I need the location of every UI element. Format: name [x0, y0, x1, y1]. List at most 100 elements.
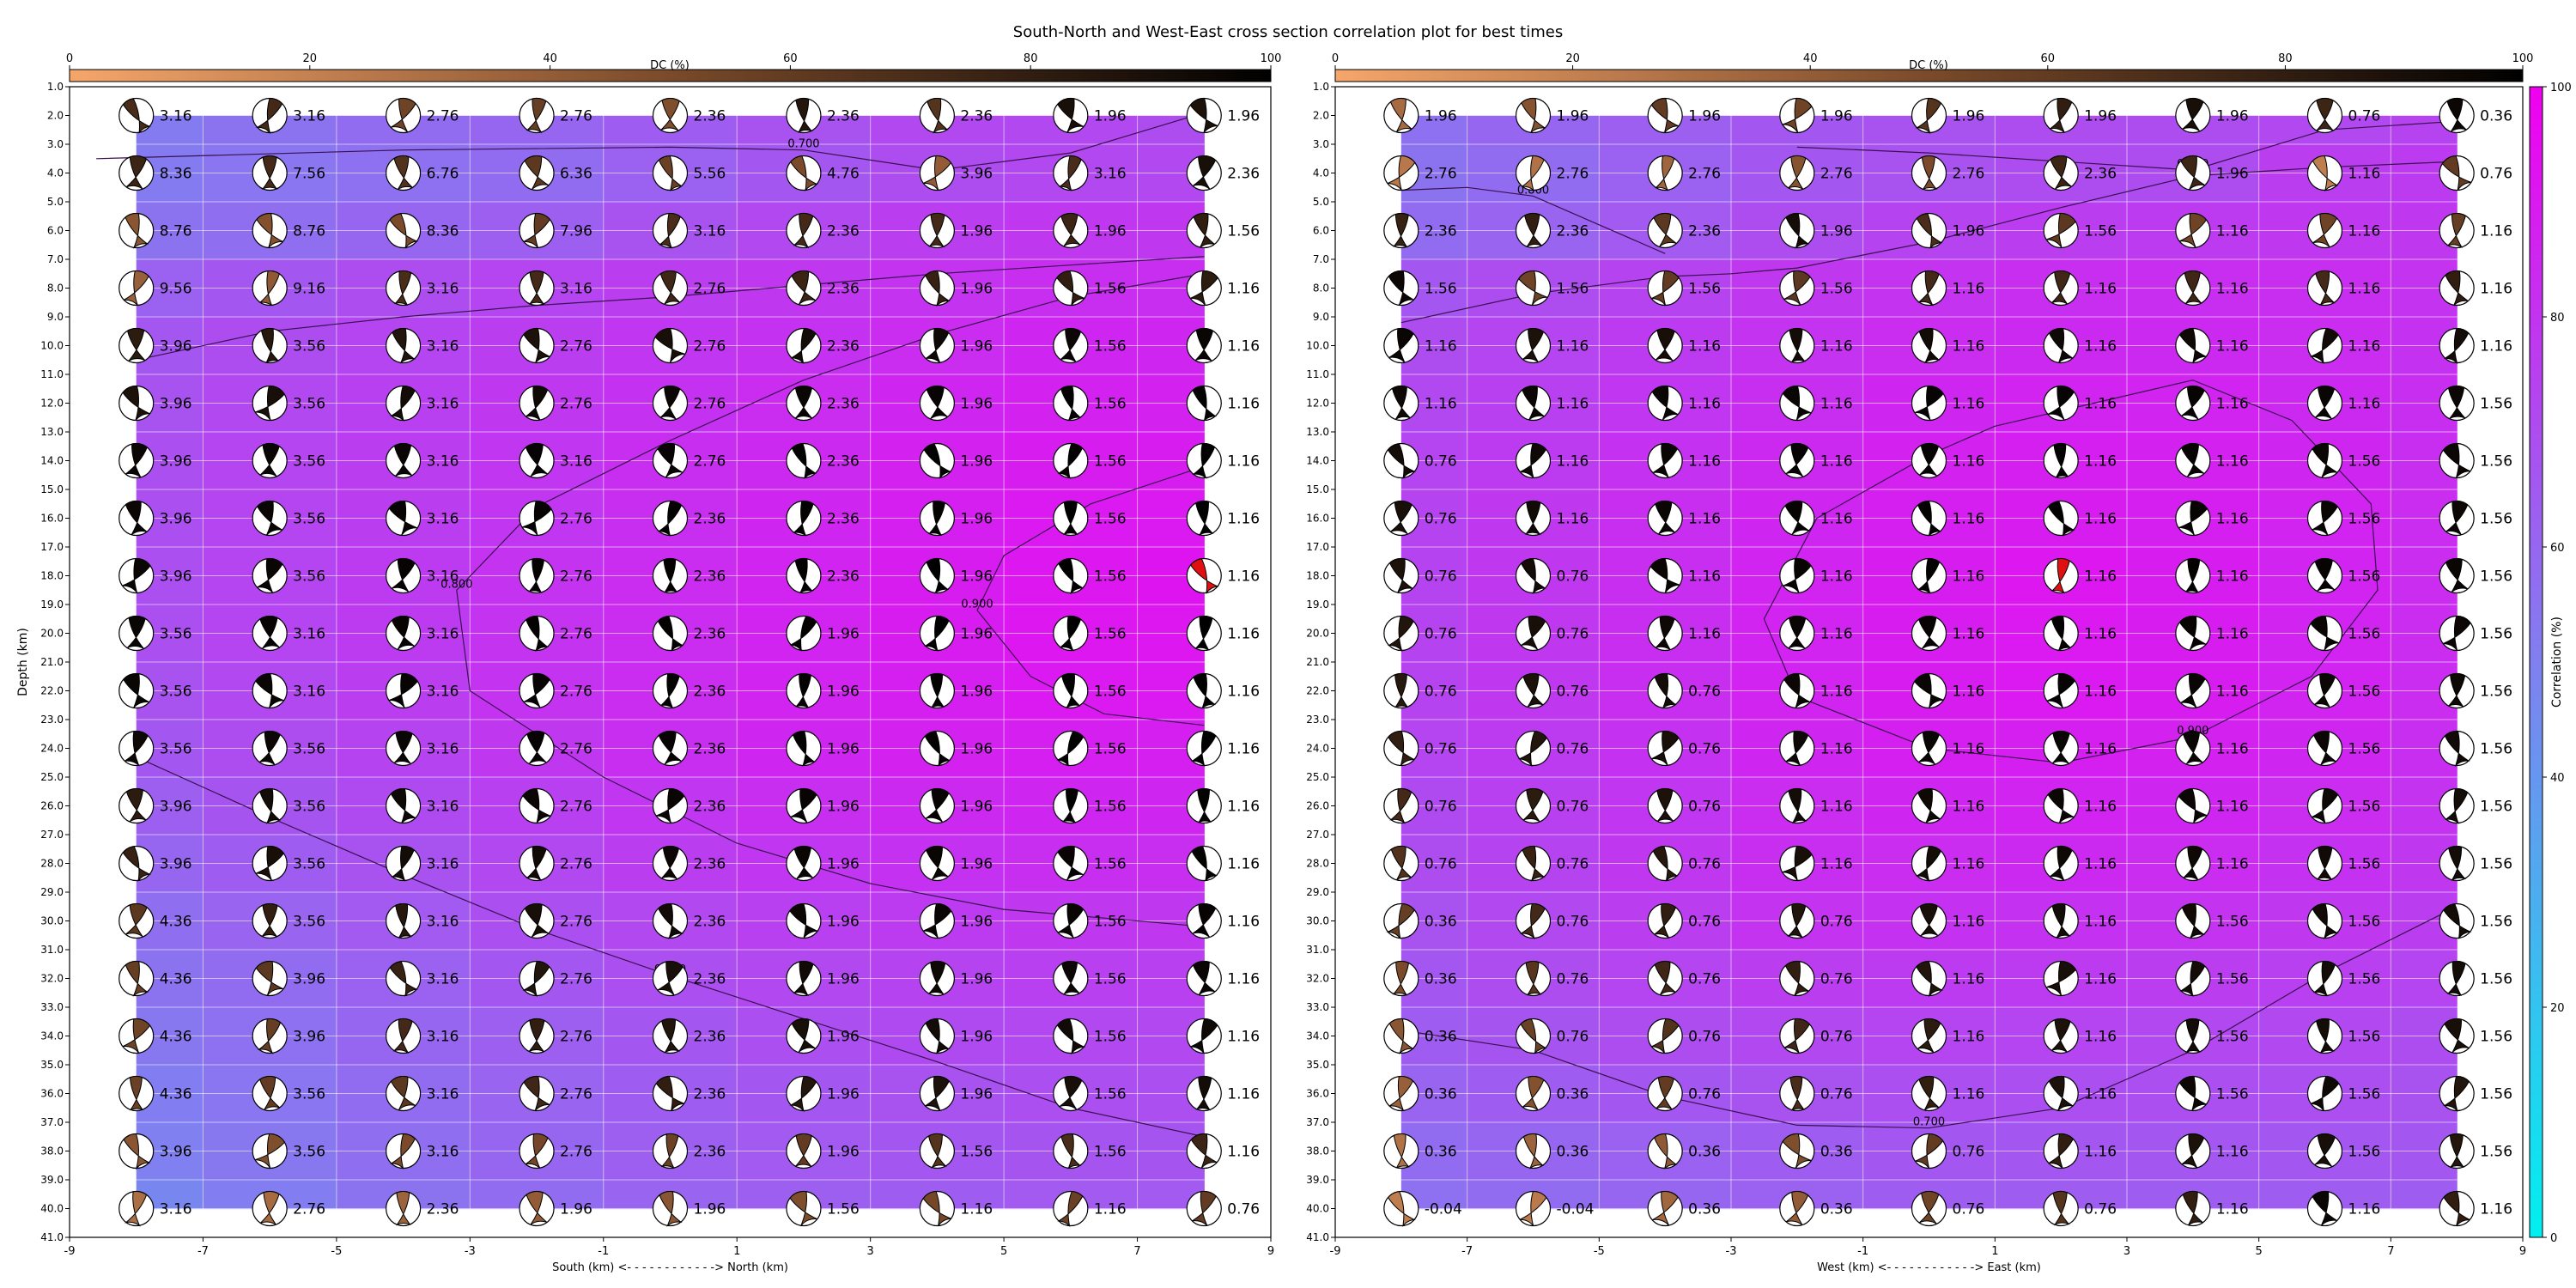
beachball: 1.16 — [1911, 557, 1984, 594]
beachball: 3.16 — [1053, 155, 1127, 191]
beachball: 2.76 — [1515, 155, 1589, 191]
beachball-lobe — [254, 1133, 286, 1169]
beachball: 2.36 — [652, 1018, 726, 1054]
time-label: 2.36 — [427, 1201, 459, 1218]
x-tick-label: 3 — [867, 1245, 874, 1258]
time-label: 2.76 — [560, 856, 592, 873]
panel-south-north: 0.7000.7000.7000.8000.9003.163.162.762.7… — [16, 81, 1274, 1274]
beachball-lobe — [2178, 327, 2207, 363]
time-label: 3.16 — [560, 281, 592, 298]
beachball-lobe — [1058, 155, 1082, 191]
time-label: 1.16 — [2216, 683, 2249, 701]
beachball: 6.36 — [519, 155, 592, 191]
beachball-lobe — [1387, 1191, 1416, 1228]
panel-west-east: 0.7000.7000.8000.8000.9001.961.961.961.9… — [1306, 81, 2526, 1274]
beachball-lobe — [1654, 672, 1677, 709]
beachball: 1.96 — [919, 672, 993, 709]
beachball: 2.36 — [652, 902, 726, 940]
beachball: 1.16 — [2439, 212, 2512, 249]
beachball: 1.96 — [2175, 155, 2249, 191]
beachball-lobe — [922, 902, 952, 939]
beachball: 1.56 — [2439, 1075, 2512, 1113]
beachball-lobe — [2181, 902, 2206, 939]
beachball: 1.56 — [2306, 787, 2380, 824]
beachball: 3.16 — [386, 960, 459, 997]
y-tick-label: 33.0 — [1306, 1001, 1329, 1013]
beachball-lobe — [261, 155, 278, 191]
beachball: 1.16 — [2043, 500, 2117, 537]
y-tick-label: 8.0 — [47, 283, 64, 295]
time-label: 1.96 — [1425, 108, 1457, 125]
beachball-lobe — [1522, 846, 1546, 882]
beachball-lobe — [1788, 155, 1807, 190]
time-label: 1.16 — [1953, 396, 1985, 413]
beachball: 3.16 — [386, 730, 459, 767]
beachball: 8.76 — [118, 212, 192, 249]
time-label: 2.76 — [694, 281, 726, 298]
beachball-lobe — [1785, 212, 1810, 249]
beachball: 1.16 — [2175, 442, 2249, 479]
beachball-lobe — [2312, 1191, 2338, 1226]
time-label: 0.76 — [1425, 626, 1457, 643]
beachball: 1.16 — [2175, 327, 2249, 364]
contour-line — [96, 112, 1205, 171]
beachball-lobe — [1191, 846, 1218, 882]
time-label: 0.76 — [1425, 511, 1457, 528]
beachball: 1.16 — [2043, 1075, 2117, 1112]
time-label: 0.76 — [1953, 1144, 1985, 1161]
y-tick-label: 2.0 — [1313, 110, 1329, 122]
time-label: 1.56 — [2348, 1029, 2381, 1046]
beachball: 1.96 — [1053, 212, 1127, 249]
beachball: 1.16 — [2043, 787, 2117, 824]
y-tick-label: 6.0 — [1313, 225, 1329, 237]
beachball-lobe — [255, 672, 284, 708]
time-label: 1.96 — [827, 971, 860, 988]
time-label: 1.56 — [1094, 1086, 1127, 1103]
time-label: 1.16 — [1688, 396, 1721, 413]
time-label: 1.56 — [1094, 971, 1127, 988]
beachball: 3.16 — [386, 1133, 459, 1170]
beachball-lobe — [795, 98, 813, 133]
time-label: 1.16 — [1227, 281, 1260, 298]
dc-colorbar-left-ticks: 0 20 40 60 80 100 — [66, 52, 1281, 70]
time-label: 3.16 — [427, 741, 459, 758]
beachball-lobe — [1652, 845, 1679, 882]
y-tick-label: 24.0 — [1306, 743, 1329, 755]
beachball: 3.56 — [252, 442, 325, 479]
beachball: 2.76 — [519, 557, 592, 594]
beachball-lobe — [521, 500, 552, 536]
time-label: 1.16 — [2348, 396, 2381, 413]
time-label: 1.16 — [2216, 396, 2249, 413]
beachball-lobe — [1056, 731, 1084, 767]
beachball: 2.76 — [1911, 155, 1984, 191]
beachball: 1.16 — [1186, 787, 1260, 824]
time-label: 1.56 — [2348, 741, 2381, 758]
beachball: 1.56 — [2175, 1018, 2249, 1054]
beachball: 1.96 — [919, 385, 993, 422]
beachball: 0.76 — [1779, 902, 1853, 939]
time-label: 2.36 — [694, 108, 726, 125]
time-label: 1.16 — [2348, 223, 2381, 240]
beachball-lobe — [2178, 1075, 2207, 1111]
x-tick-label: 1 — [1991, 1245, 1998, 1258]
time-label: 2.76 — [560, 511, 592, 528]
time-label: 0.76 — [1557, 568, 1589, 586]
beachball: 1.16 — [1911, 615, 1984, 652]
beachball-lobe — [1387, 443, 1417, 479]
dc-colorbar-tick-label: 0 — [66, 52, 73, 65]
time-label: 1.16 — [1820, 453, 1853, 471]
y-tick-label: 21.0 — [1306, 656, 1329, 668]
beachball-lobe — [1520, 442, 1547, 478]
time-label: 1.56 — [2084, 223, 2117, 240]
beachball-lobe — [2446, 213, 2466, 249]
beachball-lobe — [125, 501, 148, 536]
beachball: 0.36 — [1779, 1190, 1853, 1227]
time-label: 6.36 — [560, 166, 592, 183]
beachball: 3.56 — [252, 557, 325, 594]
beachball-lobe — [122, 385, 150, 421]
beachball: 4.36 — [118, 1018, 192, 1054]
beachball: 1.96 — [919, 615, 993, 653]
y-axis: 1.0 2.0 3.0 4.0 5.0 6.0 7.0 8.0 9.0 10.0 11.0 12.0 1… — [16, 81, 70, 1243]
time-label: 3.16 — [427, 281, 459, 298]
beachball: 1.96 — [1515, 97, 1589, 134]
